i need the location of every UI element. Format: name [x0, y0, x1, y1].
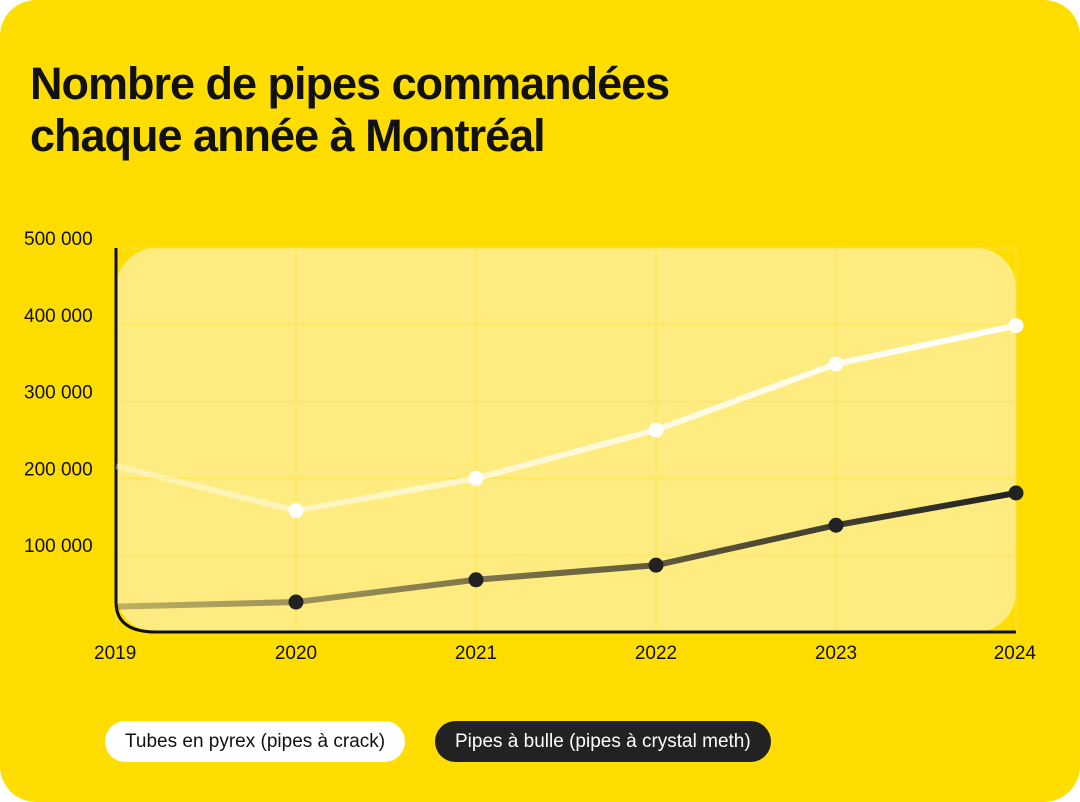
x-tick-label: 2022	[635, 643, 677, 664]
x-tick-label: 2020	[275, 643, 317, 664]
legend-entry: Tubes en pyrex (pipes à crack)	[105, 721, 406, 762]
data-point	[828, 517, 844, 533]
y-tick-label: 200 000	[24, 459, 93, 480]
series-line	[115, 322, 1017, 514]
data-point	[828, 356, 844, 372]
data-point	[648, 422, 664, 438]
data-point	[288, 594, 304, 610]
x-tick-label: 2023	[815, 643, 857, 664]
legend-entry: Pipes à bulle (pipes à crystal meth)	[435, 721, 771, 762]
y-tick-label: 300 000	[24, 383, 93, 404]
data-point	[468, 572, 484, 588]
series-line	[115, 490, 1017, 610]
y-tick-label: 500 000	[24, 229, 93, 250]
data-point	[468, 470, 484, 486]
data-point	[288, 503, 304, 519]
data-point	[1008, 318, 1024, 334]
axis	[114, 248, 1016, 634]
data-point	[648, 557, 664, 573]
x-tick-label: 2019	[94, 643, 136, 664]
chart-title: Nombre de pipes commandées chaque année …	[30, 58, 670, 161]
data-point	[1008, 485, 1024, 501]
x-tick-label: 2021	[455, 643, 497, 664]
y-tick-label: 100 000	[24, 536, 93, 557]
y-tick-label: 400 000	[24, 306, 93, 327]
x-tick-label: 2024	[994, 643, 1037, 664]
